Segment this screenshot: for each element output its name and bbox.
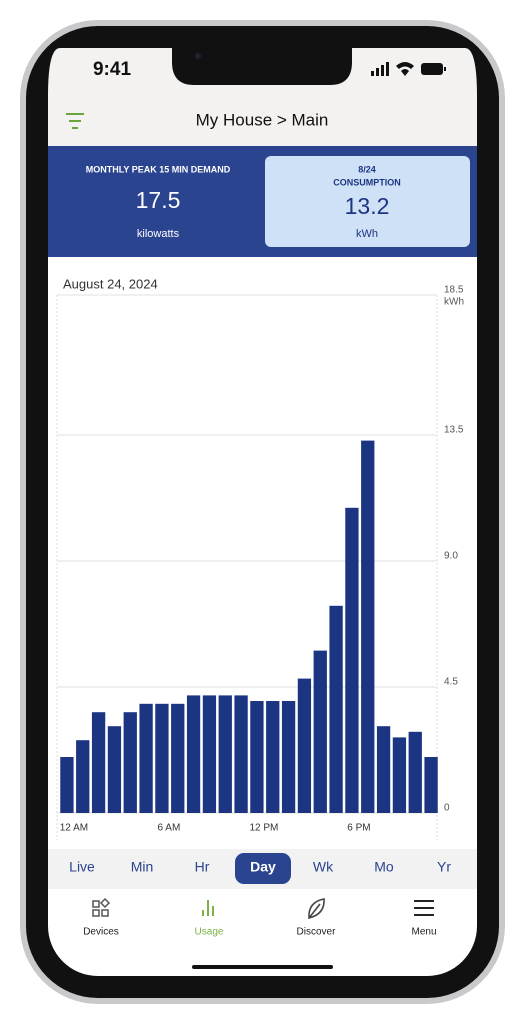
nav-item[interactable]: Discover [297, 927, 337, 938]
bar [123, 712, 137, 813]
nav-item[interactable]: Menu [411, 927, 436, 938]
bar [329, 605, 343, 813]
home-indicator [192, 965, 333, 969]
bar [376, 726, 391, 813]
bar [186, 695, 201, 813]
y-tick-label: 13.5 [444, 425, 464, 436]
header-title: My House > Main [196, 110, 329, 129]
bar [218, 695, 232, 813]
bar [281, 701, 296, 813]
x-tick-label: 6 PM [347, 823, 370, 834]
y-tick-label: 4.5 [444, 677, 458, 688]
summary-label: MONTHLY PEAK 15 MIN DEMAND [86, 164, 231, 174]
bar [91, 712, 106, 813]
summary-unit: kilowatts [137, 228, 180, 240]
tab[interactable]: Mo [374, 859, 394, 875]
tab[interactable]: Wk [313, 859, 334, 875]
bar [60, 757, 74, 813]
bar [250, 701, 264, 813]
tab[interactable]: Min [131, 859, 154, 875]
tab[interactable]: Live [69, 859, 95, 875]
date: August 24, 2024 [63, 276, 158, 291]
summary-label: 8/24 [358, 164, 376, 174]
x-tick-label: 6 AM [158, 823, 181, 834]
y-unit: kWh [444, 297, 464, 308]
bar [139, 703, 153, 813]
tab[interactable]: Hr [195, 859, 210, 875]
bar [171, 703, 185, 813]
nav-item[interactable]: Devices [83, 927, 119, 938]
nav-item[interactable]: Usage [195, 927, 224, 938]
filter-icon[interactable] [66, 113, 84, 129]
tab-selected-bg [235, 853, 291, 884]
bar [313, 650, 327, 813]
time: 9:41 [93, 59, 131, 80]
bar [424, 757, 438, 813]
y-tick-label: 0 [444, 803, 450, 814]
x-tick-label: 12 AM [60, 823, 88, 834]
notch [172, 48, 352, 85]
bar [361, 440, 375, 813]
camera [195, 53, 201, 59]
nav-icons [92, 897, 434, 920]
bar [202, 695, 217, 813]
status-icons [371, 62, 446, 76]
bar [234, 695, 248, 813]
summary-label: CONSUMPTION [333, 177, 401, 187]
tab[interactable]: Day [250, 859, 276, 875]
bar [392, 737, 407, 813]
summary-value: 13.2 [345, 193, 390, 219]
y-tick-label: 18.5 [444, 285, 464, 296]
bar [408, 731, 422, 813]
bar [297, 678, 312, 813]
bar [107, 726, 122, 813]
bar [266, 701, 280, 813]
summary-unit: kWh [356, 228, 378, 240]
bar [76, 740, 90, 813]
tab[interactable]: Yr [437, 859, 451, 875]
summary-card [265, 156, 470, 247]
bar [345, 507, 359, 813]
summary-value: 17.5 [136, 187, 181, 213]
y-tick-label: 9.0 [444, 551, 458, 562]
x-tick-label: 12 PM [249, 823, 278, 834]
bar [155, 703, 169, 813]
top-bar-bg [48, 48, 477, 146]
